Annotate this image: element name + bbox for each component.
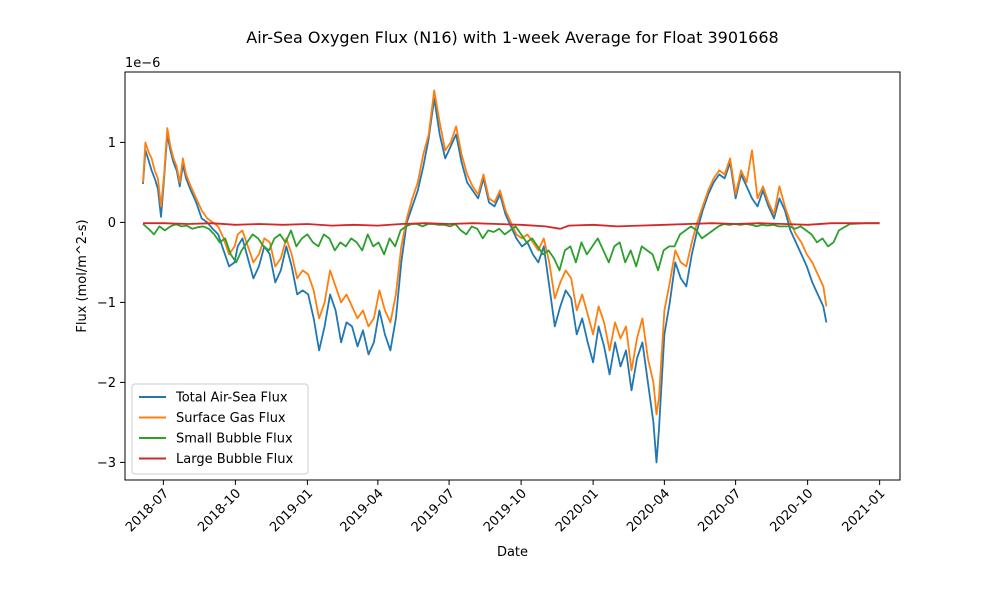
plot-frame [124,71,901,481]
x-axis-title: Date [497,545,528,560]
legend-label-total-air-sea-flux: Total Air-Sea Flux [175,391,288,406]
y-axis-title: Flux (mol/m^2-s) [75,219,90,332]
series-layer [142,89,880,464]
legend-label-small-bubble-flux: Small Bubble Flux [176,432,293,447]
legend-label-surface-gas-flux: Surface Gas Flux [176,411,286,426]
series-line-total-air-sea-flux [142,97,828,464]
y-tick-label: −2 [97,376,116,391]
y-scale-label: 1e−6 [125,56,160,71]
y-tick-label: 0 [108,216,116,231]
legend: Total Air-Sea Flux Surface Gas Flux Small … [131,383,309,475]
series-line-large-bubble-flux [143,222,880,230]
chart-title: Air-Sea Oxygen Flux (N16) with 1-week Av… [246,28,778,47]
y-axis: 1 0 −1 −2 −3 [97,136,125,471]
legend-label-large-bubble-flux: Large Bubble Flux [176,452,293,467]
y-tick-label: 1 [108,136,116,151]
legend-box [131,383,309,475]
y-tick-label: −1 [97,296,116,311]
y-tick-label: −3 [97,456,116,471]
